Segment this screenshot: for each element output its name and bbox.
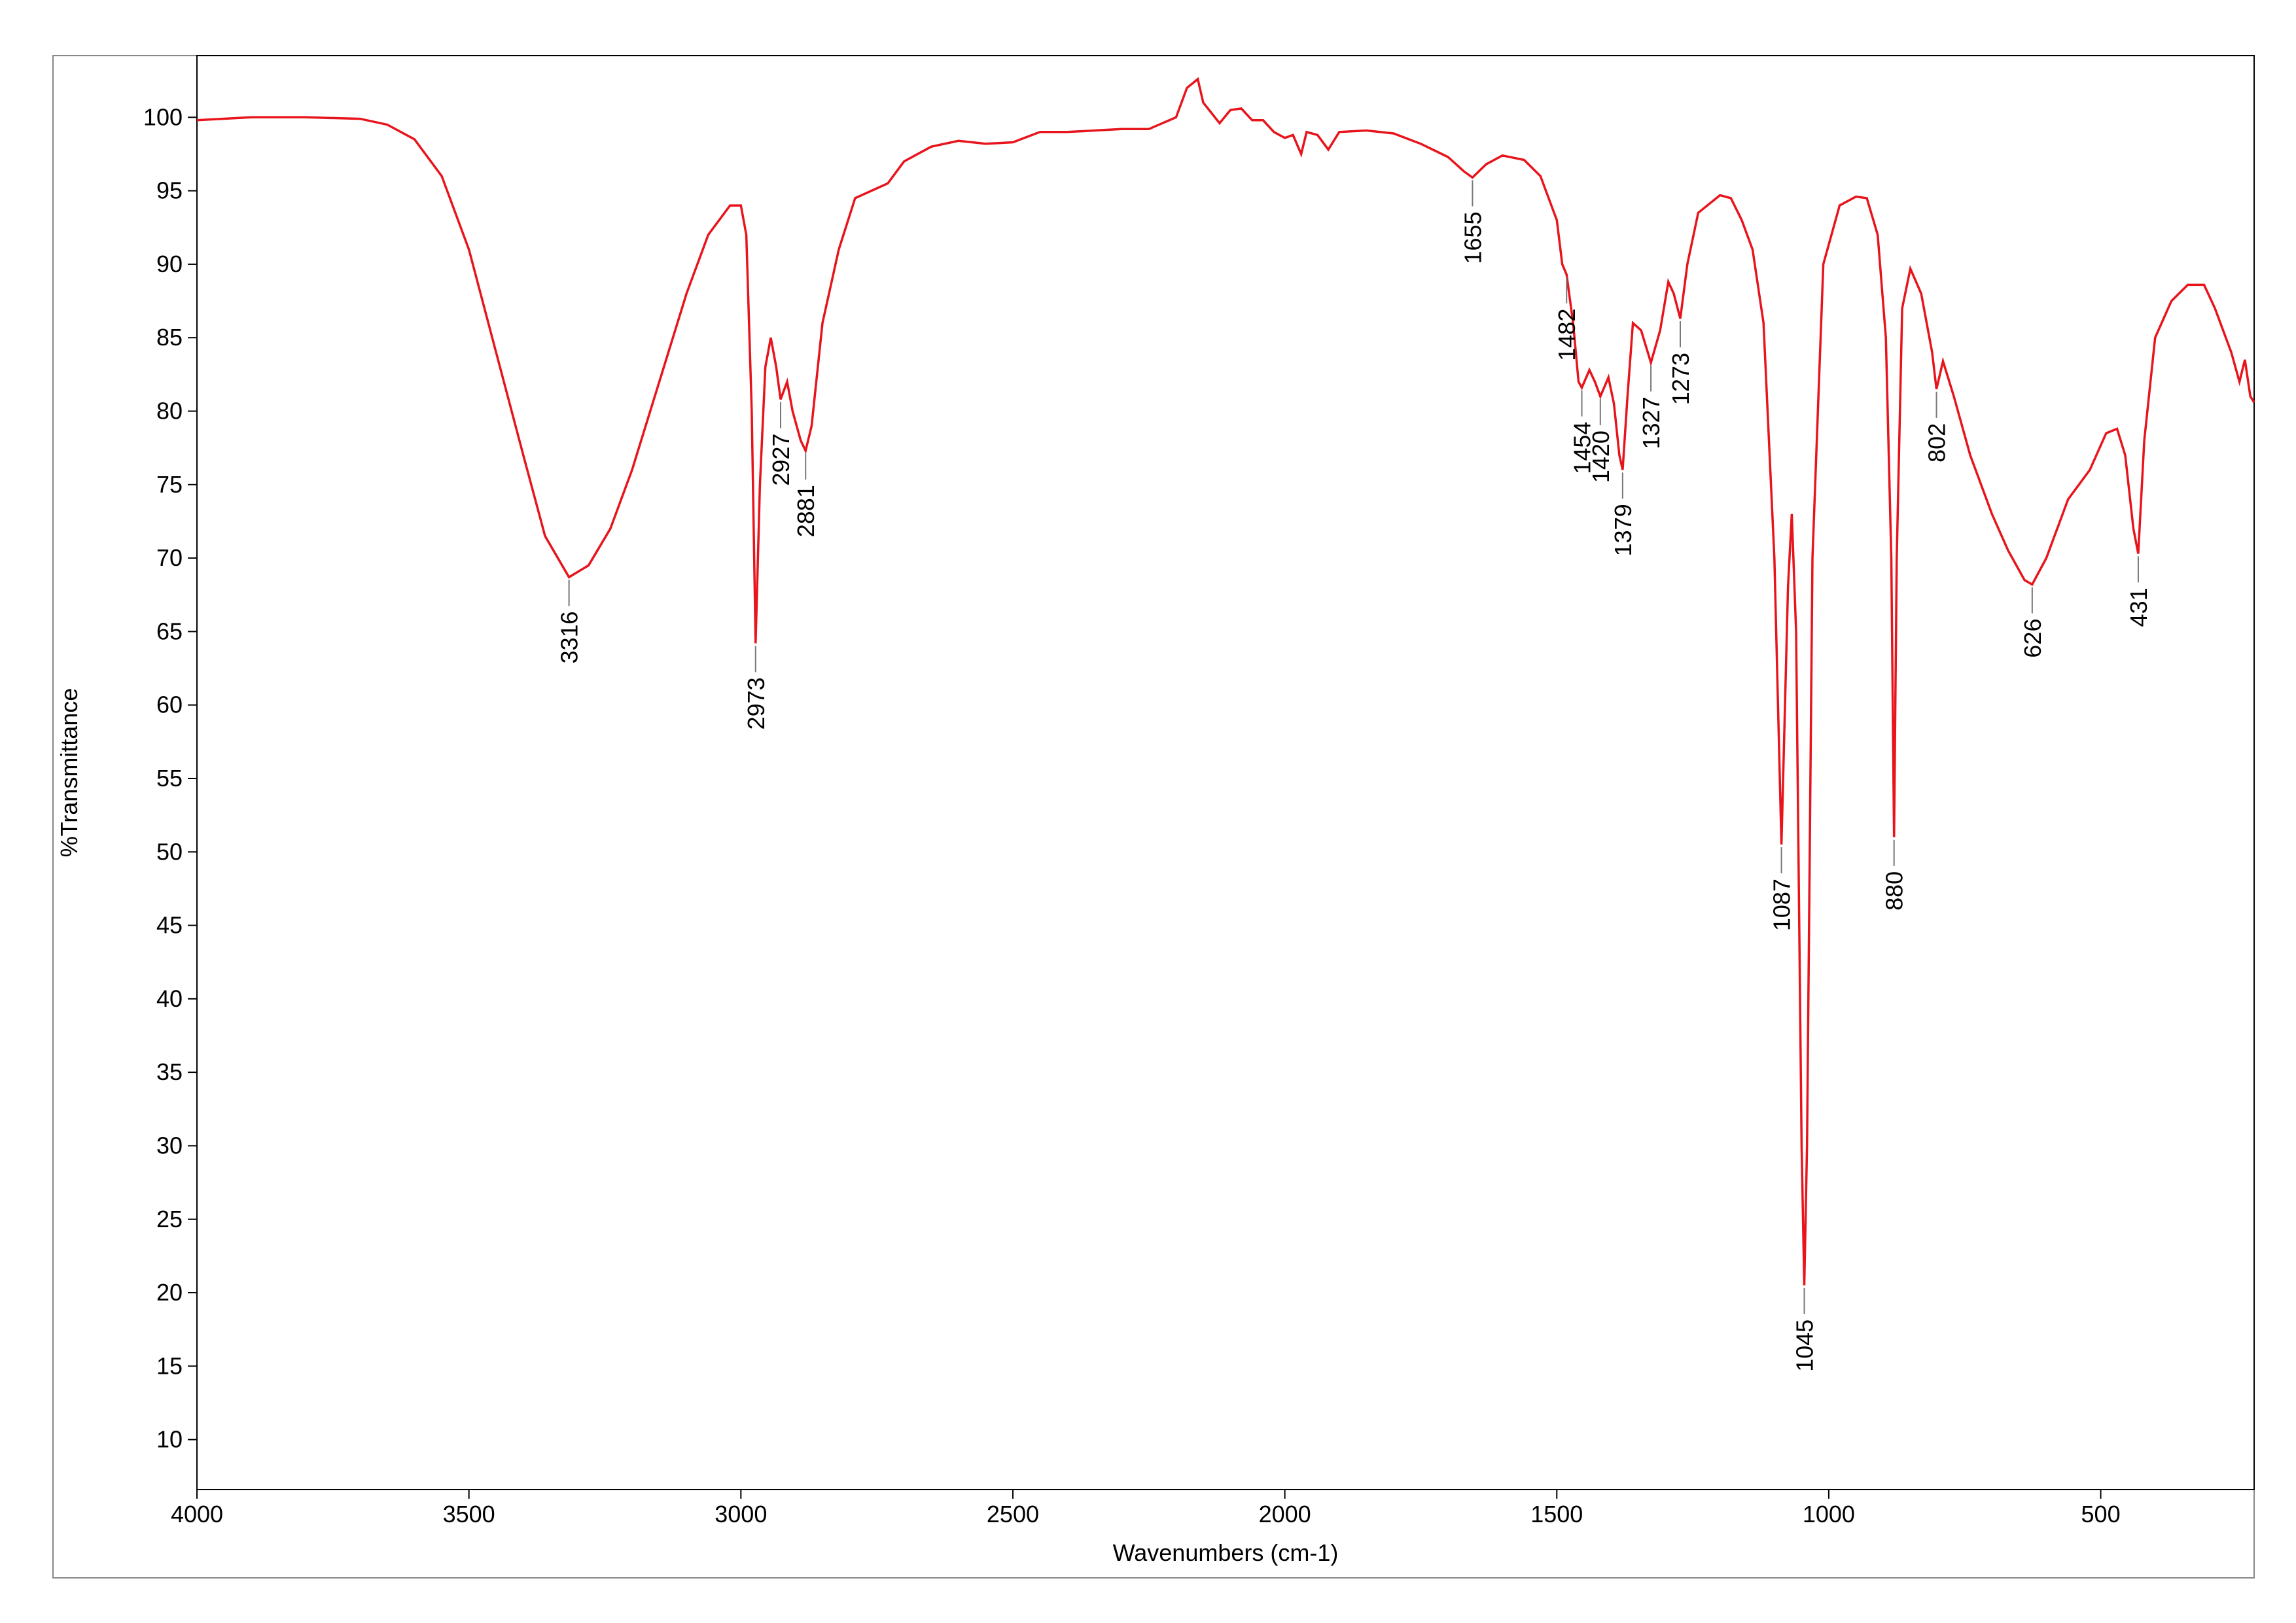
- peak-label: 1420: [1587, 430, 1614, 483]
- y-tick-label: 85: [156, 324, 183, 351]
- y-tick-label: 45: [156, 912, 183, 939]
- peak-label: 2973: [743, 677, 769, 729]
- x-tick-label: 4000: [171, 1501, 223, 1527]
- peak-label: 1379: [1610, 504, 1636, 556]
- x-tick-label: 1500: [1530, 1501, 1583, 1527]
- peak-label: 880: [1881, 871, 1908, 911]
- y-tick-label: 75: [156, 471, 183, 498]
- y-tick-label: 35: [156, 1058, 183, 1085]
- peak-label: 1655: [1459, 211, 1486, 264]
- y-tick-label: 95: [156, 177, 183, 204]
- peak-label: 1454: [1569, 422, 1596, 474]
- x-tick-label: 2500: [987, 1501, 1039, 1527]
- y-tick-label: 60: [156, 691, 183, 718]
- y-tick-label: 65: [156, 618, 183, 644]
- peak-label: 1087: [1769, 879, 1795, 931]
- y-tick-label: 30: [156, 1132, 183, 1159]
- y-tick-label: 15: [156, 1352, 183, 1379]
- y-tick-label: 70: [156, 544, 183, 571]
- x-tick-label: 500: [2081, 1501, 2121, 1527]
- y-tick-label: 90: [156, 251, 183, 277]
- x-tick-label: 2000: [1259, 1501, 1311, 1527]
- y-tick-label: 20: [156, 1279, 183, 1306]
- y-tick-label: 10: [156, 1426, 183, 1453]
- peak-label: 1327: [1638, 396, 1665, 449]
- peak-label: 1273: [1667, 353, 1694, 405]
- peak-label: 626: [2019, 619, 2046, 658]
- y-tick-label: 55: [156, 765, 183, 792]
- x-tick-label: 3000: [715, 1501, 767, 1527]
- spectrum-line: [196, 77, 2255, 1285]
- y-tick-label: 100: [143, 103, 183, 130]
- x-tick-label: 3500: [443, 1501, 495, 1527]
- peak-label: 2881: [792, 485, 819, 537]
- y-tick-label: 50: [156, 838, 183, 865]
- y-tick-label: 25: [156, 1206, 183, 1232]
- y-tick-label: 80: [156, 398, 183, 425]
- y-tick-label: 40: [156, 985, 183, 1012]
- peak-label: 3316: [556, 611, 583, 663]
- peak-label: 1045: [1792, 1319, 1818, 1372]
- x-tick-label: 1000: [1803, 1501, 1855, 1527]
- x-axis-label: Wavenumbers (cm-1): [1113, 1539, 1339, 1566]
- peak-label: 1482: [1553, 309, 1580, 361]
- peak-label: 431: [2125, 587, 2152, 627]
- y-axis-label: %Transmittance: [56, 688, 82, 858]
- peak-label: 802: [1924, 423, 1951, 462]
- plot-frame: [196, 55, 2255, 1490]
- peak-label: 2927: [768, 434, 794, 486]
- outer-frame: [52, 55, 2255, 1579]
